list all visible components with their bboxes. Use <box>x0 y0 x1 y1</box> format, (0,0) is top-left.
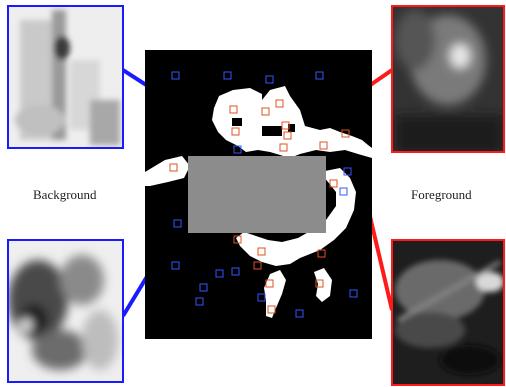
background-patch-top <box>7 5 124 149</box>
foreground-label: Foreground <box>411 187 472 202</box>
foreground-patch-bottom <box>391 239 505 386</box>
occluder-rectangle <box>188 156 326 233</box>
background-samples <box>171 71 358 318</box>
background-patch-bottom <box>7 239 124 383</box>
foreground-patch-top <box>391 5 505 153</box>
foreground-samples <box>169 99 350 314</box>
background-label: Background <box>33 187 97 202</box>
segmentation-mask <box>145 50 372 339</box>
